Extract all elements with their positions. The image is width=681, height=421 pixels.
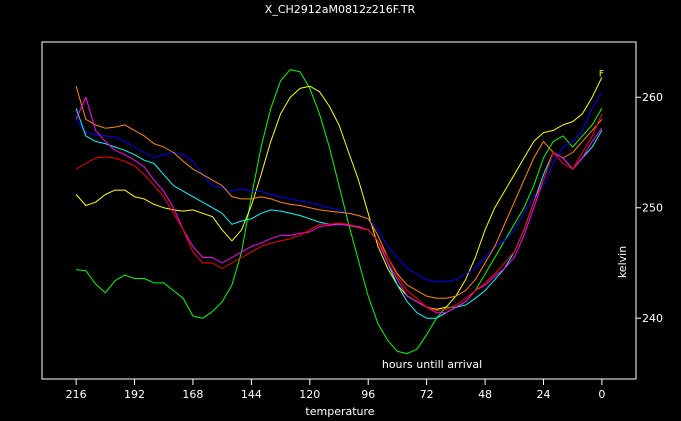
x-axis-label: temperature: [305, 405, 374, 418]
x-tick-label: 192: [124, 388, 145, 401]
series-line-2: [75, 91, 603, 283]
y-tick-label: 260: [642, 91, 663, 104]
series-line-1: [75, 77, 603, 310]
x-tick-label: 96: [361, 388, 375, 401]
x-tick-label: 120: [299, 388, 320, 401]
series-line-5: [75, 96, 603, 314]
x-tick-label: 144: [241, 388, 262, 401]
x-tick-label: 24: [536, 388, 550, 401]
series-layer: F: [75, 69, 604, 355]
x-tick-label: 48: [478, 388, 492, 401]
series-end-marker: F: [599, 69, 604, 79]
series-line-3: [75, 108, 603, 319]
y-axis-label: kelvin: [616, 246, 629, 278]
x-tick-label: 72: [420, 388, 434, 401]
x-tick-label: 216: [66, 388, 87, 401]
series-line-4: [75, 86, 603, 299]
x-axis: 216 192 168 144 120 96 72 48 24 0: [66, 379, 605, 401]
series-line-6: [75, 113, 603, 311]
y-tick-label: 250: [642, 202, 663, 215]
y-axis: 240 250 260: [636, 91, 663, 325]
plot-frame: [41, 41, 637, 380]
annotation-label: hours untill arrival: [382, 358, 482, 371]
x-tick-label: 0: [598, 388, 605, 401]
y-tick-label: 240: [642, 312, 663, 325]
series-line-0: [76, 69, 603, 355]
x-tick-label: 168: [182, 388, 203, 401]
chart-title: X_CH2912aM0812z216F.TR: [265, 3, 416, 16]
